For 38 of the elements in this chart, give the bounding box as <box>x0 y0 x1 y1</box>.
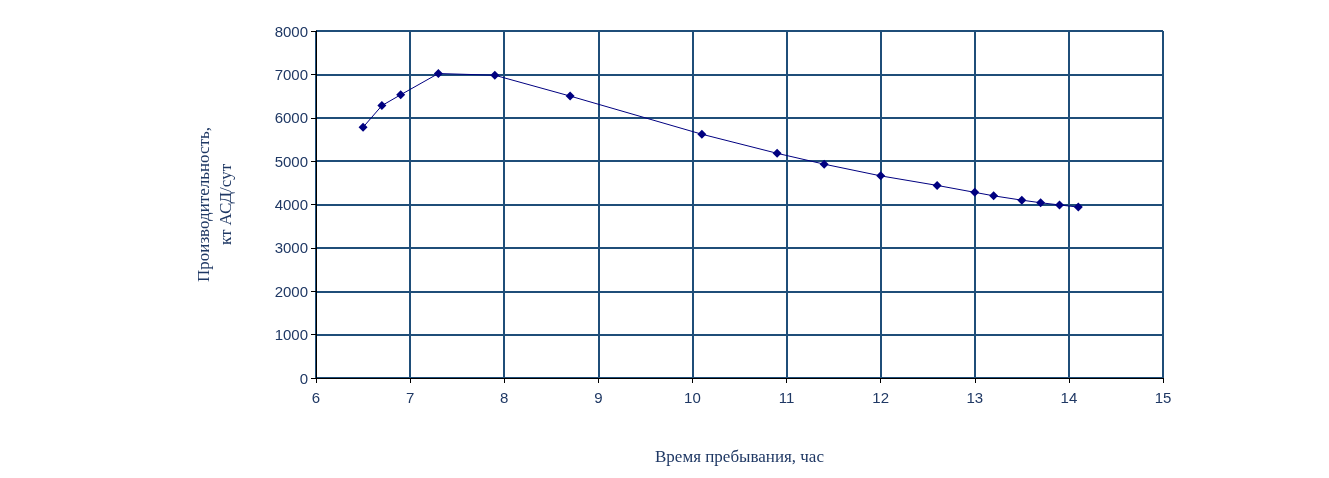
point <box>377 101 387 111</box>
point <box>1017 195 1027 205</box>
x-tick-label: 8 <box>500 389 509 406</box>
y-tick-label: 3000 <box>274 239 308 257</box>
point <box>358 122 368 132</box>
y-tick-label: 1000 <box>274 326 308 344</box>
x-tick-label: 12 <box>872 389 890 406</box>
y-tick-label: 8000 <box>274 22 308 40</box>
x-tick-label: 9 <box>594 389 603 406</box>
point <box>876 171 886 181</box>
point <box>433 69 443 79</box>
point <box>396 90 406 100</box>
point <box>1054 200 1064 210</box>
point <box>1036 198 1046 208</box>
y-tick-label: 5000 <box>274 152 308 170</box>
point <box>772 148 782 158</box>
x-tick-label: 11 <box>778 389 795 406</box>
point <box>932 180 942 190</box>
y-tick-label: 2000 <box>274 282 308 300</box>
point <box>490 70 500 80</box>
x-axis-title: Время пребывания, час <box>655 447 825 466</box>
point <box>697 129 707 139</box>
point <box>970 187 980 197</box>
point <box>819 159 829 169</box>
point <box>1073 202 1083 212</box>
x-tick-label: 6 <box>311 389 321 406</box>
y-tick-label: 4000 <box>274 196 308 213</box>
point <box>565 91 575 101</box>
x-tick-label: 13 <box>966 389 984 406</box>
y-tick-label: 7000 <box>274 65 308 83</box>
y-axis-title: Производительность, кт АСД/сут <box>193 127 235 282</box>
x-tick-label: 14 <box>1060 389 1078 406</box>
x-tick-label: 10 <box>684 389 701 406</box>
y-tick-label: 6000 <box>274 109 308 127</box>
point <box>989 191 999 201</box>
x-tick-label: 15 <box>1154 389 1172 406</box>
y-tick-label: 0 <box>299 369 308 387</box>
x-tick-label: 7 <box>405 389 415 406</box>
